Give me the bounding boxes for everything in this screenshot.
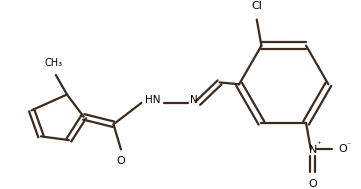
- Text: CH₃: CH₃: [45, 57, 63, 67]
- Text: Cl: Cl: [251, 1, 262, 11]
- Text: N: N: [190, 95, 197, 105]
- Text: ⁺: ⁺: [317, 140, 321, 149]
- Text: O: O: [117, 156, 125, 166]
- Text: HN: HN: [145, 95, 160, 105]
- Text: O: O: [308, 179, 317, 189]
- Text: O: O: [339, 144, 347, 154]
- Text: ⁻: ⁻: [347, 140, 351, 149]
- Text: N: N: [308, 145, 317, 155]
